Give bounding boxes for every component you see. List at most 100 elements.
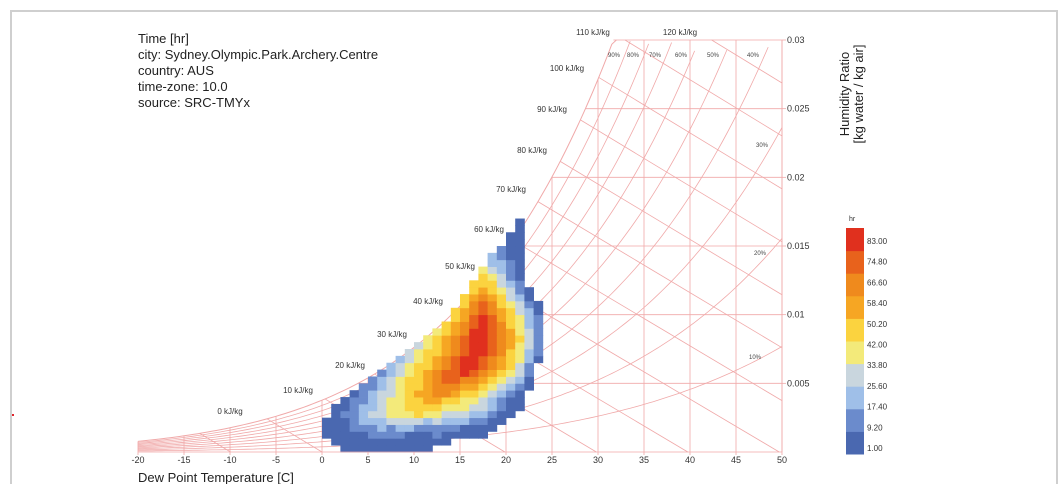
heatmap-cell xyxy=(377,424,387,432)
heatmap-cell xyxy=(368,403,378,412)
heatmap-cell xyxy=(432,349,442,357)
heatmap-cell xyxy=(414,438,424,446)
heatmap-cell xyxy=(423,417,433,425)
heatmap-cell xyxy=(515,342,525,350)
rh-label: 30% xyxy=(756,143,769,149)
legend-label: 25.60 xyxy=(867,382,888,391)
heatmap-cell xyxy=(432,417,442,425)
heatmap-cell xyxy=(469,280,479,288)
x-tick-label: 35 xyxy=(639,455,649,465)
heatmap-cell xyxy=(460,307,470,316)
heatmap-cell xyxy=(377,438,387,446)
enthalpy-label: 70 kJ/kg xyxy=(496,185,526,194)
legend: hr 83.00 74.80 66.60 58.40 50.20 42.00 33.80 25.… xyxy=(846,216,888,455)
heatmap-cell xyxy=(358,438,369,446)
heatmap-cell xyxy=(487,259,498,267)
heatmap-cell xyxy=(533,321,544,329)
heatmap-cell xyxy=(349,397,360,405)
heatmap-cell xyxy=(487,280,498,288)
heatmap-cell xyxy=(515,307,525,316)
heatmap-cell xyxy=(395,424,406,432)
heatmap-cell xyxy=(349,403,360,412)
heatmap-cell xyxy=(404,403,415,412)
heatmap-cell xyxy=(515,369,525,377)
heatmap-cell xyxy=(349,417,360,425)
chart-info-block: Time [hr] city: Sydney.Olympic.Park.Arch… xyxy=(138,31,378,111)
heatmap-cell xyxy=(478,410,488,419)
enthalpy-label: 100 kJ/kg xyxy=(550,64,584,73)
heatmap-cell xyxy=(450,390,461,398)
heatmap-cell xyxy=(506,369,516,377)
heatmap-cell xyxy=(358,417,369,425)
heatmap-cell xyxy=(386,403,396,412)
heatmap-cell xyxy=(515,266,525,274)
heatmap-cell xyxy=(414,383,424,391)
heatmap-cell xyxy=(506,397,516,405)
legend-label: 83.00 xyxy=(867,237,888,246)
heatmap-cell xyxy=(404,410,415,419)
x-tick-label: 50 xyxy=(777,455,787,465)
heatmap-cell xyxy=(331,424,341,432)
heatmap-cell xyxy=(496,246,507,254)
heatmap-cell xyxy=(469,342,479,350)
heatmap-cell xyxy=(450,417,461,425)
heatmap-cell xyxy=(469,403,479,412)
rh-label: 20% xyxy=(754,251,767,257)
heatmap-cell xyxy=(377,417,387,425)
heatmap-cell xyxy=(496,321,507,329)
heatmap-cell xyxy=(496,390,507,398)
heatmap-cell xyxy=(506,321,516,329)
heatmap-cell xyxy=(404,424,415,432)
x-tick-label: 20 xyxy=(501,455,511,465)
heatmap-cell xyxy=(395,438,406,446)
enthalpy-label: 60 kJ/kg xyxy=(474,225,504,234)
heatmap-cell xyxy=(469,300,479,309)
heatmap-cell xyxy=(441,417,452,425)
heatmap-cell xyxy=(432,424,442,432)
heatmap-cell xyxy=(377,369,387,377)
heatmap-cell xyxy=(441,383,452,391)
y-tick-label: 0.01 xyxy=(787,310,805,320)
heatmap-cell xyxy=(524,376,534,384)
heatmap-cell xyxy=(478,376,488,384)
heatmap-cell xyxy=(340,438,350,446)
heatmap-cell xyxy=(368,376,378,384)
x-axis-title: Dew Point Temperature [C] xyxy=(138,470,294,484)
heatmap-cell xyxy=(404,445,415,453)
rh-label: 60% xyxy=(675,53,688,59)
heatmap-cell xyxy=(460,410,470,419)
heatmap-cell xyxy=(395,397,406,405)
heatmap-cell xyxy=(478,287,488,295)
heatmap-cell xyxy=(487,266,498,274)
heatmap-cell xyxy=(368,383,378,391)
heatmap-cell xyxy=(322,431,332,439)
heatmap-cell xyxy=(368,410,378,419)
enthalpy-label: 0 kJ/kg xyxy=(217,407,242,416)
heatmap-cell xyxy=(506,342,516,350)
heatmap-cell xyxy=(469,410,479,419)
heatmap-cell xyxy=(496,287,507,295)
heatmap-cell xyxy=(515,349,525,357)
heatmap-cell xyxy=(533,300,544,309)
heatmap-cell xyxy=(496,417,507,425)
heatmap-cell xyxy=(358,445,369,453)
heatmap-cell xyxy=(460,376,470,384)
heatmap-cell xyxy=(515,390,525,398)
heatmap-cell xyxy=(414,342,424,350)
heatmap-cell xyxy=(478,431,488,439)
heatmap-cell xyxy=(358,397,369,405)
heatmap-cell xyxy=(487,300,498,309)
enthalpy-line xyxy=(199,433,231,453)
heatmap-cell xyxy=(487,335,498,343)
heatmap-cell xyxy=(349,390,360,398)
heatmap-cell xyxy=(469,349,479,357)
heatmap-cell xyxy=(478,300,488,309)
heatmap-cell xyxy=(395,355,406,364)
heatmap-cell xyxy=(386,376,396,384)
heatmap-cell xyxy=(487,342,498,350)
legend-swatch xyxy=(846,341,864,365)
heatmap-cell xyxy=(423,438,433,446)
heatmap-cell xyxy=(441,438,452,446)
heatmap-cell xyxy=(460,355,470,364)
